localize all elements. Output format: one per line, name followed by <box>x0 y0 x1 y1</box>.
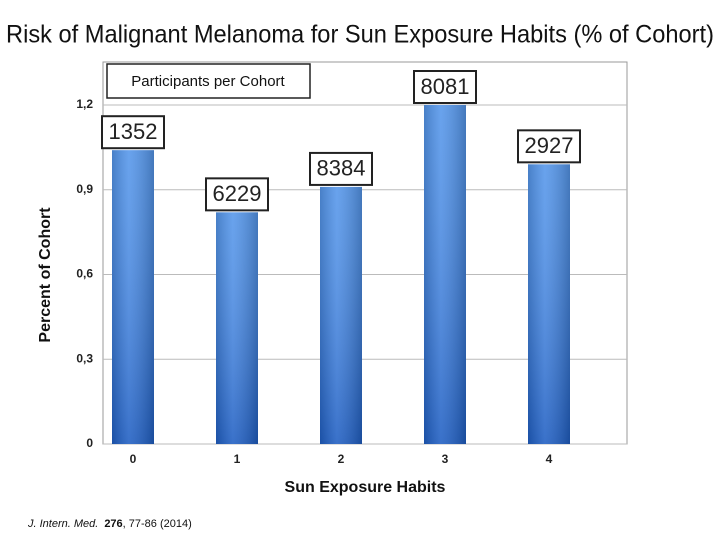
x-tick-label: 3 <box>442 452 449 466</box>
participant-count: 1352 <box>109 119 158 144</box>
bar-side <box>424 105 466 444</box>
y-tick-label: 0,6 <box>76 267 93 281</box>
bar-side <box>112 150 154 444</box>
x-tick-label: 2 <box>338 452 345 466</box>
bar-side <box>528 164 570 444</box>
legend-box <box>106 63 311 99</box>
participant-count: 8081 <box>421 74 470 99</box>
participant-box <box>413 70 477 104</box>
citation-pages: , 77-86 (2014) <box>123 518 192 530</box>
x-tick-label: 0 <box>130 452 137 466</box>
participant-count: 6229 <box>213 181 262 206</box>
y-axis-label: Percent of Cohort <box>37 207 54 343</box>
x-tick-label: 1 <box>234 452 241 466</box>
y-tick-label: 0 <box>86 436 93 450</box>
participant-box <box>517 129 581 164</box>
participant-box <box>101 115 165 150</box>
x-tick-label: 4 <box>546 452 553 466</box>
x-axis-label: Sun Exposure Habits <box>285 479 446 496</box>
participant-count: 8384 <box>317 156 366 181</box>
chart-title: Risk of Malignant Melanoma for Sun Expos… <box>6 21 714 49</box>
citation-volume: 276 <box>104 518 122 530</box>
y-tick-label: 0,3 <box>76 351 93 365</box>
citation-journal: J. Intern. Med. <box>27 518 98 530</box>
y-tick-label: 1,2 <box>76 97 93 111</box>
participant-box <box>309 151 373 186</box>
citation: J. Intern. Med. 276, 77-86 (2014) <box>27 518 192 530</box>
participant-count: 2927 <box>525 133 574 158</box>
bar-side <box>216 212 258 444</box>
bar-side <box>320 186 362 445</box>
legend-title: Participants per Cohort <box>131 73 285 90</box>
y-tick-label: 0,9 <box>76 182 93 196</box>
participant-box <box>205 177 269 212</box>
